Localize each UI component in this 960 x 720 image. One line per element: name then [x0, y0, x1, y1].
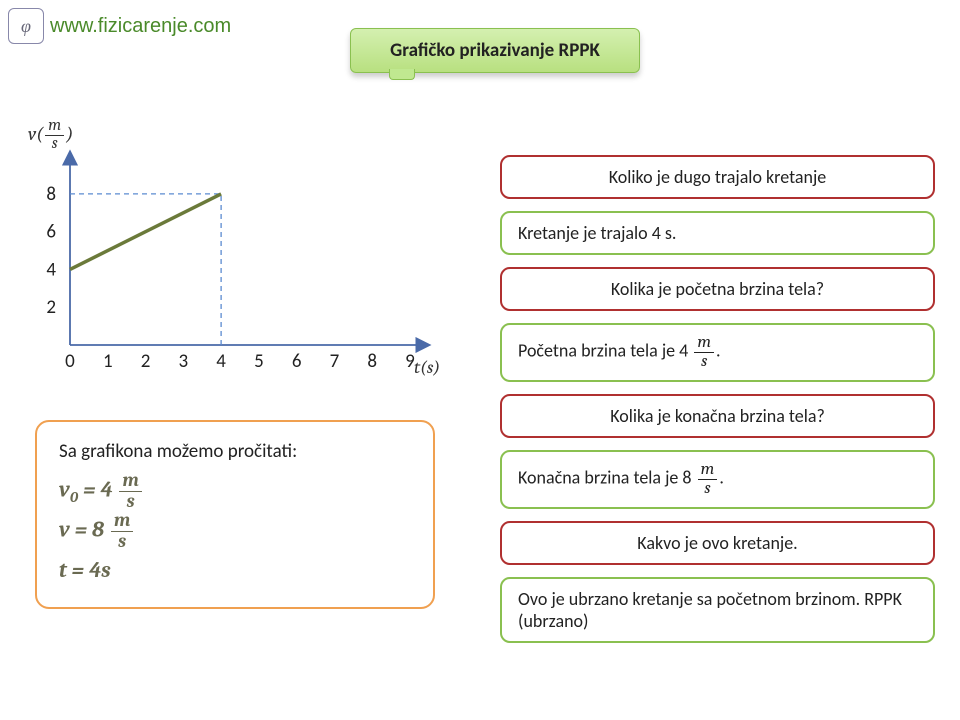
readings-box: Sa grafikona možemo pročitati: v0 = 4 ms… — [35, 420, 435, 609]
page-title: Grafičko prikazivanje RPPK — [350, 28, 640, 73]
svg-text:1: 1 — [103, 350, 113, 373]
question-box: Kakvo je ovo kretanje. — [500, 521, 935, 565]
svg-text:8: 8 — [367, 350, 377, 373]
equation-line: v = 8 ms — [59, 511, 411, 551]
answer-box: Konačna brzina tela je 8 ms. — [500, 450, 935, 509]
logo-icon: φ — [8, 8, 44, 44]
y-axis-label: v(ms) — [28, 118, 73, 153]
logo-url-text: www.fizicarenje.com — [50, 15, 231, 38]
svg-text:8: 8 — [46, 183, 56, 206]
svg-text:5: 5 — [254, 350, 264, 373]
svg-text:t(s): t(s) — [414, 357, 440, 378]
svg-text:2: 2 — [141, 350, 151, 373]
qa-column: Koliko je dugo trajalo kretanje Kretanje … — [500, 155, 935, 643]
svg-text:3: 3 — [179, 350, 189, 373]
site-logo: φ www.fizicarenje.com — [8, 8, 231, 44]
equation-line: v0 = 4 ms — [59, 471, 411, 511]
svg-text:0: 0 — [65, 350, 75, 373]
svg-text:6: 6 — [46, 221, 56, 244]
question-box: Kolika je konačna brzina tela? — [500, 394, 935, 438]
answer-box: Ovo je ubrzano kretanje sa početnom brzi… — [500, 577, 935, 643]
equation-line: t = 4s — [59, 552, 411, 589]
velocity-chart: v(ms) 01234567892468t(s) — [20, 120, 440, 380]
answer-box: Kretanje je trajalo 4 s. — [500, 211, 935, 255]
chart-svg: 01234567892468t(s) — [20, 120, 440, 380]
svg-text:6: 6 — [292, 350, 302, 373]
svg-text:2: 2 — [46, 296, 56, 319]
question-box: Koliko je dugo trajalo kretanje — [500, 155, 935, 199]
svg-text:7: 7 — [330, 350, 340, 373]
svg-text:4: 4 — [46, 258, 56, 281]
question-box: Kolika je početna brzina tela? — [500, 267, 935, 311]
readings-intro: Sa grafikona možemo pročitati: — [59, 440, 411, 463]
answer-box: Početna brzina tela je 4 ms. — [500, 323, 935, 382]
svg-text:4: 4 — [216, 350, 226, 373]
